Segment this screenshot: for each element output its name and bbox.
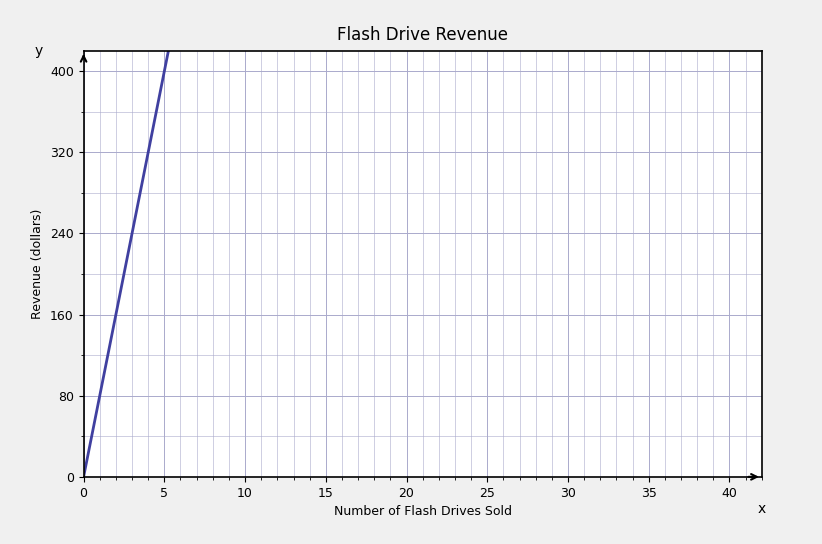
Y-axis label: Revenue (dollars): Revenue (dollars) <box>31 209 44 319</box>
Text: x: x <box>758 502 766 516</box>
X-axis label: Number of Flash Drives Sold: Number of Flash Drives Sold <box>334 505 511 518</box>
Title: Flash Drive Revenue: Flash Drive Revenue <box>337 26 508 44</box>
Text: y: y <box>35 44 44 58</box>
